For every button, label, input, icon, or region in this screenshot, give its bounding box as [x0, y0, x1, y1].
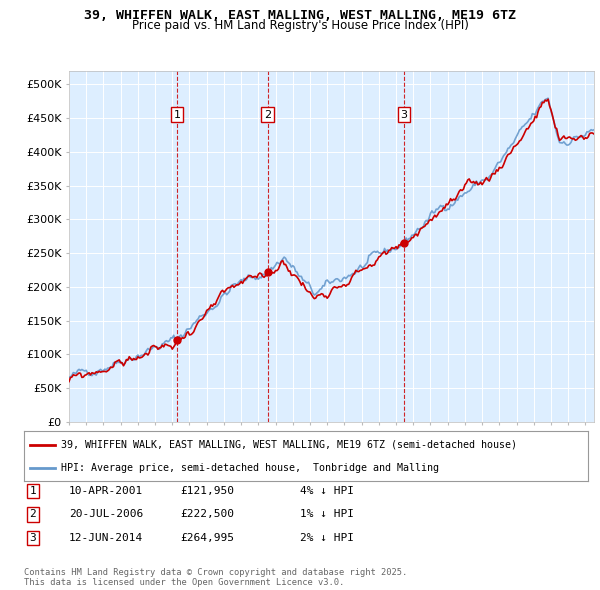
- Text: Contains HM Land Registry data © Crown copyright and database right 2025.
This d: Contains HM Land Registry data © Crown c…: [24, 568, 407, 587]
- Text: 3: 3: [29, 533, 37, 543]
- Text: 2% ↓ HPI: 2% ↓ HPI: [300, 533, 354, 543]
- Text: 10-APR-2001: 10-APR-2001: [69, 486, 143, 496]
- Text: 1: 1: [29, 486, 37, 496]
- Text: 1% ↓ HPI: 1% ↓ HPI: [300, 510, 354, 519]
- Text: 20-JUL-2006: 20-JUL-2006: [69, 510, 143, 519]
- Text: Price paid vs. HM Land Registry's House Price Index (HPI): Price paid vs. HM Land Registry's House …: [131, 19, 469, 32]
- Text: 1: 1: [173, 110, 181, 120]
- Text: £222,500: £222,500: [180, 510, 234, 519]
- Text: £121,950: £121,950: [180, 486, 234, 496]
- Text: 12-JUN-2014: 12-JUN-2014: [69, 533, 143, 543]
- Text: 2: 2: [264, 110, 271, 120]
- Text: 39, WHIFFEN WALK, EAST MALLING, WEST MALLING, ME19 6TZ: 39, WHIFFEN WALK, EAST MALLING, WEST MAL…: [84, 9, 516, 22]
- Text: 4% ↓ HPI: 4% ↓ HPI: [300, 486, 354, 496]
- Text: 39, WHIFFEN WALK, EAST MALLING, WEST MALLING, ME19 6TZ (semi-detached house): 39, WHIFFEN WALK, EAST MALLING, WEST MAL…: [61, 440, 517, 450]
- Text: 3: 3: [400, 110, 407, 120]
- Text: 2: 2: [29, 510, 37, 519]
- Text: £264,995: £264,995: [180, 533, 234, 543]
- Text: HPI: Average price, semi-detached house,  Tonbridge and Malling: HPI: Average price, semi-detached house,…: [61, 463, 439, 473]
